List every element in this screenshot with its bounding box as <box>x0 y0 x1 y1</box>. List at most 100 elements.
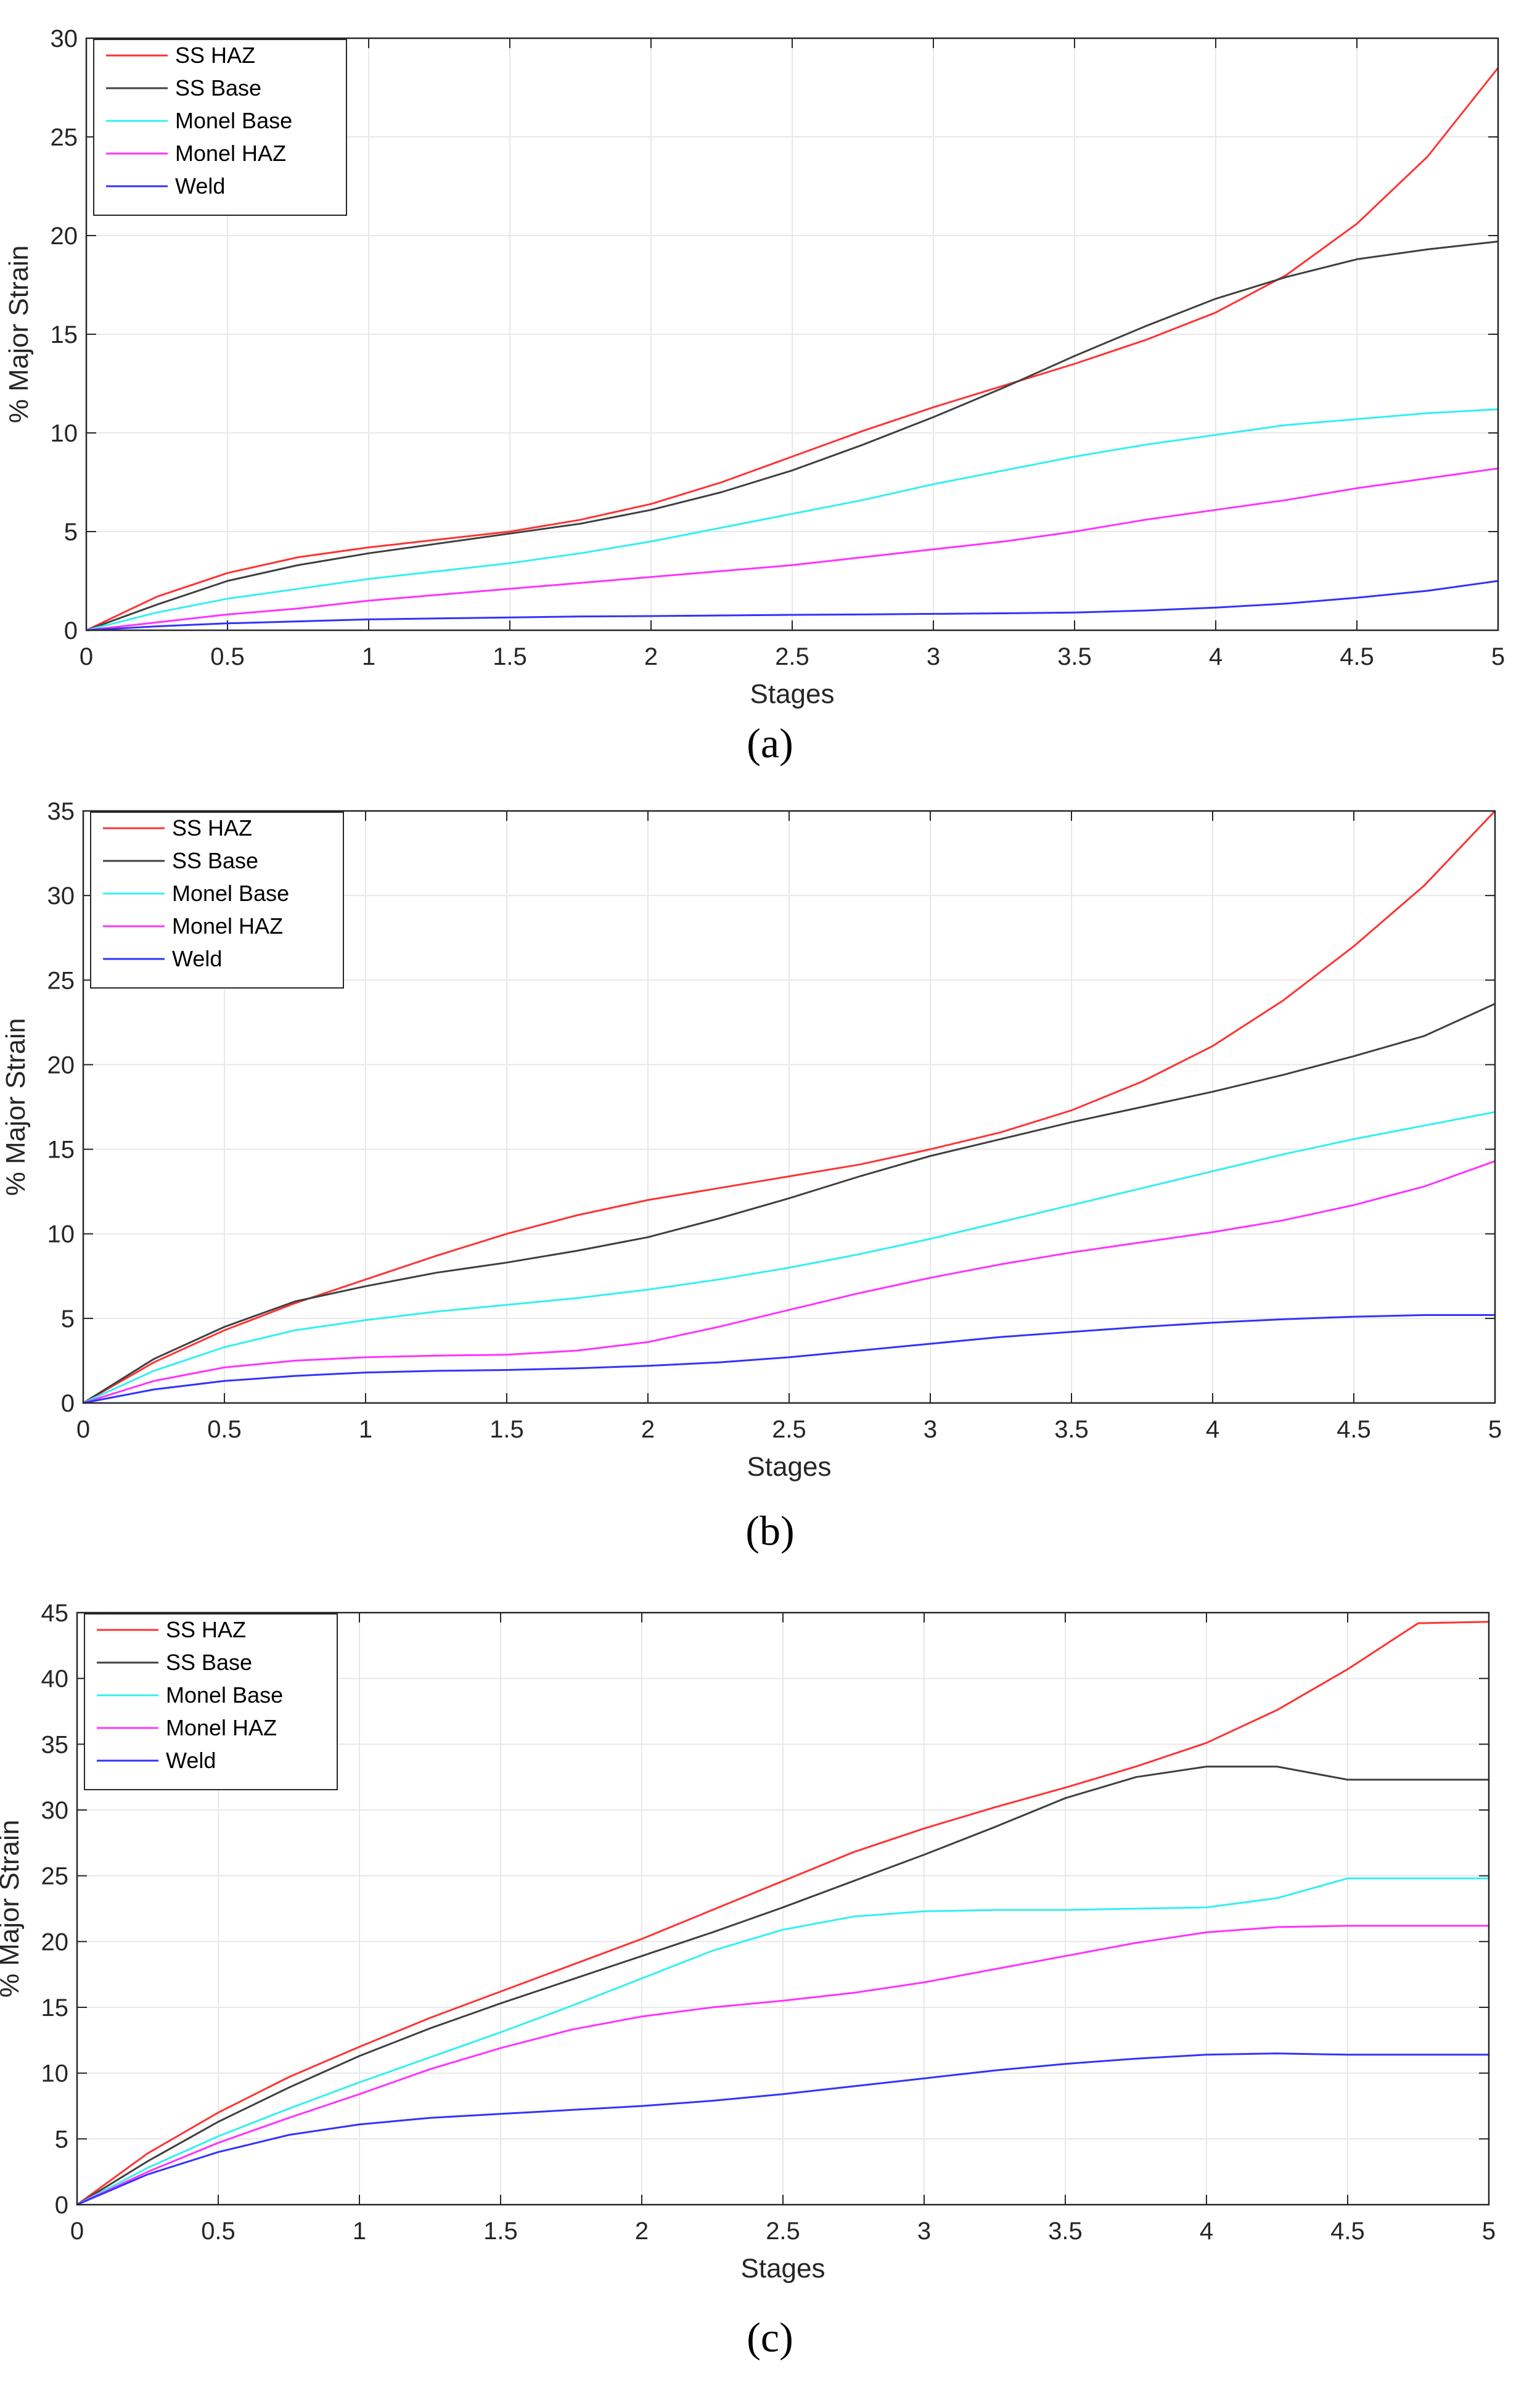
legend-label-ss-base: SS Base <box>175 75 261 101</box>
x-tick-label: 1.5 <box>489 1416 524 1443</box>
series-line-monel-haz <box>86 467 1499 631</box>
y-tick-label: 25 <box>41 1863 69 1890</box>
legend-label-ss-base: SS Base <box>172 848 258 873</box>
x-tick-label: 5 <box>1488 1416 1502 1443</box>
legend-label-ss-haz: SS HAZ <box>166 1617 246 1642</box>
x-tick-label: 4.5 <box>1337 1416 1371 1443</box>
series-line-weld <box>83 1314 1495 1404</box>
y-tick-label: 25 <box>51 124 78 151</box>
series-line-weld <box>76 2052 1489 2206</box>
x-tick-label: 2 <box>644 643 658 670</box>
legend-label-monel-haz: Monel HAZ <box>166 1715 277 1740</box>
x-tick-label: 4 <box>1209 643 1223 670</box>
x-tick-label: 3 <box>927 643 940 670</box>
x-tick-label: 1 <box>359 1416 372 1443</box>
x-tick-label: 0 <box>80 643 93 670</box>
chart-panel-b: 0 0.5 1 1.5 2 2.5 3 3.5 4 4.5 5 0 5 10 15 20 25 30 35 Stage… <box>1 798 1502 1554</box>
x-tick-label: 3.5 <box>1057 643 1092 670</box>
y-tick-label: 35 <box>41 1731 69 1758</box>
x-tick-label: 2 <box>635 2218 649 2245</box>
series-line-ss-base <box>83 1003 1496 1404</box>
panel-label: (c) <box>747 2314 793 2361</box>
y-axis-label: % Major Strain <box>0 1820 25 1998</box>
y-tick-label: 30 <box>51 25 78 52</box>
y-tick-label: 20 <box>51 223 78 250</box>
x-axis-label: Stages <box>741 2253 825 2284</box>
x-tick-label: 2.5 <box>766 2218 800 2245</box>
series-line-weld <box>86 580 1499 631</box>
x-tick-label: 4 <box>1206 1416 1219 1443</box>
x-tick-label: 3.5 <box>1048 2218 1083 2245</box>
x-tick-label: 2.5 <box>775 643 809 670</box>
y-tick-label: 45 <box>41 1600 69 1627</box>
y-tick-label: 35 <box>47 798 75 825</box>
series-line-ss-haz <box>76 1621 1489 2206</box>
x-tick-label: 1.5 <box>493 643 527 670</box>
series-line-ss-haz <box>83 810 1496 1404</box>
x-tick-label: 5 <box>1491 643 1505 670</box>
x-tick-label: 0 <box>76 1416 90 1443</box>
y-tick-label: 5 <box>64 519 78 546</box>
x-tick-label: 0 <box>70 2218 84 2245</box>
x-tick-label: 5 <box>1482 2218 1496 2245</box>
x-tick-label: 0.5 <box>210 643 245 670</box>
x-tick-label: 1 <box>362 643 375 670</box>
y-tick-label: 25 <box>47 967 75 994</box>
x-tick-label: 3 <box>917 2218 931 2245</box>
x-tick-label: 4 <box>1200 2218 1213 2245</box>
y-axis-label: % Major Strain <box>4 245 34 424</box>
x-tick-label: 4.5 <box>1330 2218 1365 2245</box>
x-tick-label: 4.5 <box>1340 643 1374 670</box>
legend-label-monel-haz: Monel HAZ <box>175 141 286 166</box>
y-tick-label: 0 <box>55 2192 68 2219</box>
chart-panel-c: 0 0.5 1 1.5 2 2.5 3 3.5 4 4.5 5 0 5 10 15 20 25 30 35 40 45 S… <box>0 1600 1496 2361</box>
y-tick-label: 30 <box>41 1797 69 1824</box>
y-tick-label: 15 <box>51 321 78 348</box>
series-line-ss-haz <box>86 67 1499 631</box>
panel-label: (a) <box>747 720 793 767</box>
series-line-ss-base <box>76 1766 1489 2206</box>
y-tick-label: 5 <box>61 1306 75 1333</box>
x-tick-label: 2.5 <box>772 1416 806 1443</box>
axes-frame <box>85 37 1499 631</box>
y-tick-label: 0 <box>61 1390 75 1417</box>
legend-label-ss-base: SS Base <box>166 1650 252 1675</box>
series-line-monel-haz <box>83 1160 1496 1404</box>
y-tick-label: 0 <box>64 617 78 644</box>
x-tick-label: 3.5 <box>1054 1416 1089 1443</box>
series-line-monel-base <box>76 1877 1489 2206</box>
y-tick-label: 10 <box>41 2060 69 2088</box>
y-tick-label: 30 <box>47 882 75 910</box>
y-tick-label: 10 <box>51 420 78 447</box>
y-tick-label: 20 <box>41 1928 69 1956</box>
x-tick-label: 2 <box>641 1416 655 1443</box>
x-tick-label: 0.5 <box>207 1416 242 1443</box>
legend-label-weld: Weld <box>175 173 225 199</box>
legend-label-monel-base: Monel Base <box>166 1682 283 1708</box>
x-tick-label: 1.5 <box>483 2218 518 2245</box>
y-tick-label: 5 <box>55 2126 68 2153</box>
series-line-monel-haz <box>76 1925 1489 2206</box>
series-line-monel-base <box>86 408 1499 631</box>
legend-label-ss-haz: SS HAZ <box>175 43 255 68</box>
x-axis-label: Stages <box>747 1452 832 1482</box>
y-tick-label: 10 <box>47 1221 75 1248</box>
x-tick-label: 1 <box>353 2218 366 2245</box>
legend-label-weld: Weld <box>166 1748 216 1773</box>
chart-panel-a: 0 0.5 1 1.5 2 2.5 3 3.5 4 4.5 5 0 5 10 15 20 25 30 Stages%… <box>4 25 1505 767</box>
axes-frame <box>76 1611 1490 2206</box>
y-tick-label: 20 <box>47 1051 75 1079</box>
legend-label-monel-base: Monel Base <box>175 108 292 133</box>
panel-label: (b) <box>745 1507 794 1554</box>
y-tick-label: 15 <box>47 1137 75 1164</box>
x-tick-label: 0.5 <box>201 2218 236 2245</box>
legend-label-monel-base: Monel Base <box>172 881 289 906</box>
y-tick-label: 15 <box>41 1994 69 2022</box>
y-axis-label: % Major Strain <box>1 1018 31 1196</box>
series-line-ss-base <box>86 241 1499 631</box>
legend-label-ss-haz: SS HAZ <box>172 815 252 841</box>
axes-frame <box>82 810 1496 1404</box>
x-axis-label: Stages <box>750 679 835 709</box>
x-tick-label: 3 <box>924 1416 937 1443</box>
